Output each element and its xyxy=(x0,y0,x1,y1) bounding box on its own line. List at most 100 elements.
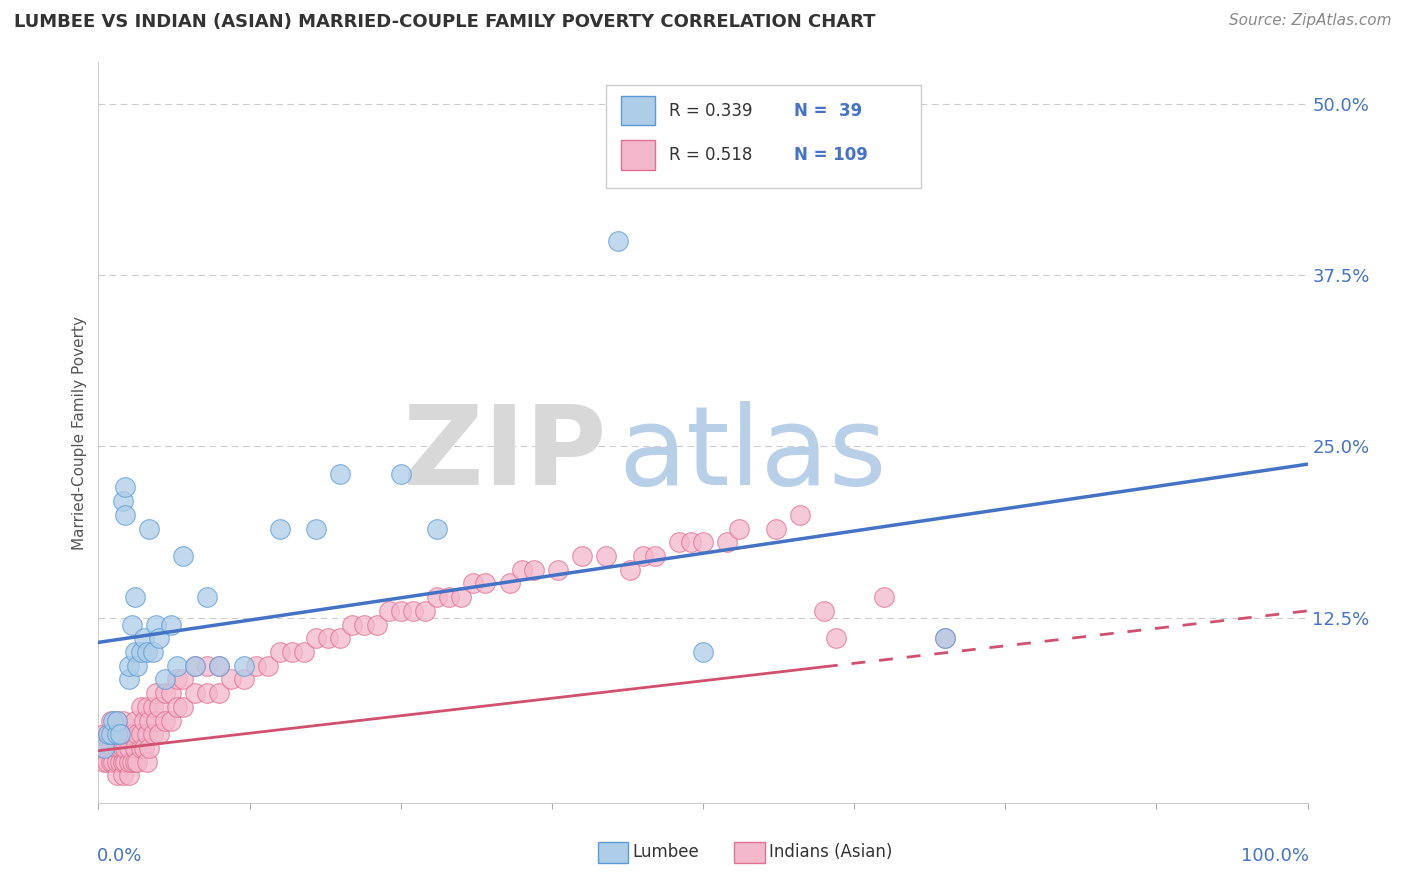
Point xyxy=(644,549,666,563)
Point xyxy=(571,549,593,563)
Text: 0.0%: 0.0% xyxy=(97,847,142,865)
Point xyxy=(221,673,243,687)
Point xyxy=(118,658,141,673)
Point xyxy=(121,755,143,769)
Point xyxy=(316,632,339,646)
Point xyxy=(100,727,122,741)
Point xyxy=(366,617,388,632)
FancyBboxPatch shape xyxy=(606,85,921,188)
Point xyxy=(245,658,267,673)
Point xyxy=(208,658,231,673)
Point xyxy=(172,673,194,687)
Point xyxy=(108,755,131,769)
Point xyxy=(232,673,254,687)
Point xyxy=(184,686,207,700)
Point xyxy=(101,727,124,741)
Point xyxy=(105,714,128,728)
Point xyxy=(498,576,520,591)
Point xyxy=(172,549,194,563)
Point xyxy=(153,673,176,687)
Point xyxy=(342,617,364,632)
Point xyxy=(142,699,165,714)
Text: Indians (Asian): Indians (Asian) xyxy=(769,843,893,861)
Point xyxy=(118,741,141,756)
Point xyxy=(93,755,115,769)
Point xyxy=(97,727,120,741)
Point xyxy=(114,755,136,769)
Point xyxy=(97,741,120,756)
Point xyxy=(93,741,115,756)
Point xyxy=(728,522,751,536)
Point xyxy=(124,714,146,728)
Text: R = 0.518: R = 0.518 xyxy=(669,146,752,164)
Point xyxy=(118,727,141,741)
Point xyxy=(124,645,146,659)
Point xyxy=(607,234,630,248)
Point xyxy=(145,714,167,728)
Point xyxy=(105,727,128,741)
Point xyxy=(153,686,176,700)
FancyBboxPatch shape xyxy=(621,140,655,169)
Point xyxy=(353,617,375,632)
Point xyxy=(389,467,412,481)
Point xyxy=(305,632,328,646)
Point xyxy=(377,604,399,618)
Point xyxy=(134,632,156,646)
Point xyxy=(138,741,160,756)
Point xyxy=(121,617,143,632)
Point xyxy=(135,727,157,741)
Point xyxy=(108,727,131,741)
Point xyxy=(813,604,835,618)
Point xyxy=(135,699,157,714)
Point xyxy=(269,522,291,536)
Point xyxy=(129,699,152,714)
Point xyxy=(97,727,120,741)
Point xyxy=(172,699,194,714)
Point xyxy=(934,632,956,646)
Point xyxy=(111,755,134,769)
Point xyxy=(679,535,702,549)
Point xyxy=(101,755,124,769)
Point xyxy=(111,768,134,782)
Point xyxy=(100,714,122,728)
Point xyxy=(105,741,128,756)
Point xyxy=(129,741,152,756)
Text: N =  39: N = 39 xyxy=(794,102,862,120)
Point xyxy=(463,576,485,591)
Point xyxy=(138,522,160,536)
Point xyxy=(765,522,787,536)
Point xyxy=(114,727,136,741)
Point xyxy=(148,632,170,646)
Point xyxy=(305,522,328,536)
Point xyxy=(195,686,218,700)
Point xyxy=(129,727,152,741)
Point xyxy=(281,645,304,659)
Point xyxy=(474,576,496,591)
Point xyxy=(93,741,115,756)
Point xyxy=(523,563,546,577)
Point xyxy=(450,590,472,604)
Point xyxy=(789,508,811,522)
Point xyxy=(595,549,617,563)
Point xyxy=(101,714,124,728)
Text: Lumbee: Lumbee xyxy=(633,843,699,861)
Point xyxy=(256,658,278,673)
Text: R = 0.339: R = 0.339 xyxy=(669,102,752,120)
Point xyxy=(208,658,231,673)
Point xyxy=(105,768,128,782)
Point xyxy=(329,467,352,481)
Point xyxy=(145,686,167,700)
Point xyxy=(108,741,131,756)
Point xyxy=(105,727,128,741)
Point xyxy=(825,632,848,646)
Point xyxy=(105,714,128,728)
Point xyxy=(145,617,167,632)
Text: Source: ZipAtlas.com: Source: ZipAtlas.com xyxy=(1229,13,1392,29)
Point xyxy=(118,768,141,782)
Point xyxy=(134,714,156,728)
Point xyxy=(105,755,128,769)
Point xyxy=(111,741,134,756)
Y-axis label: Married-Couple Family Poverty: Married-Couple Family Poverty xyxy=(72,316,87,549)
Point xyxy=(111,494,134,508)
Point xyxy=(114,741,136,756)
